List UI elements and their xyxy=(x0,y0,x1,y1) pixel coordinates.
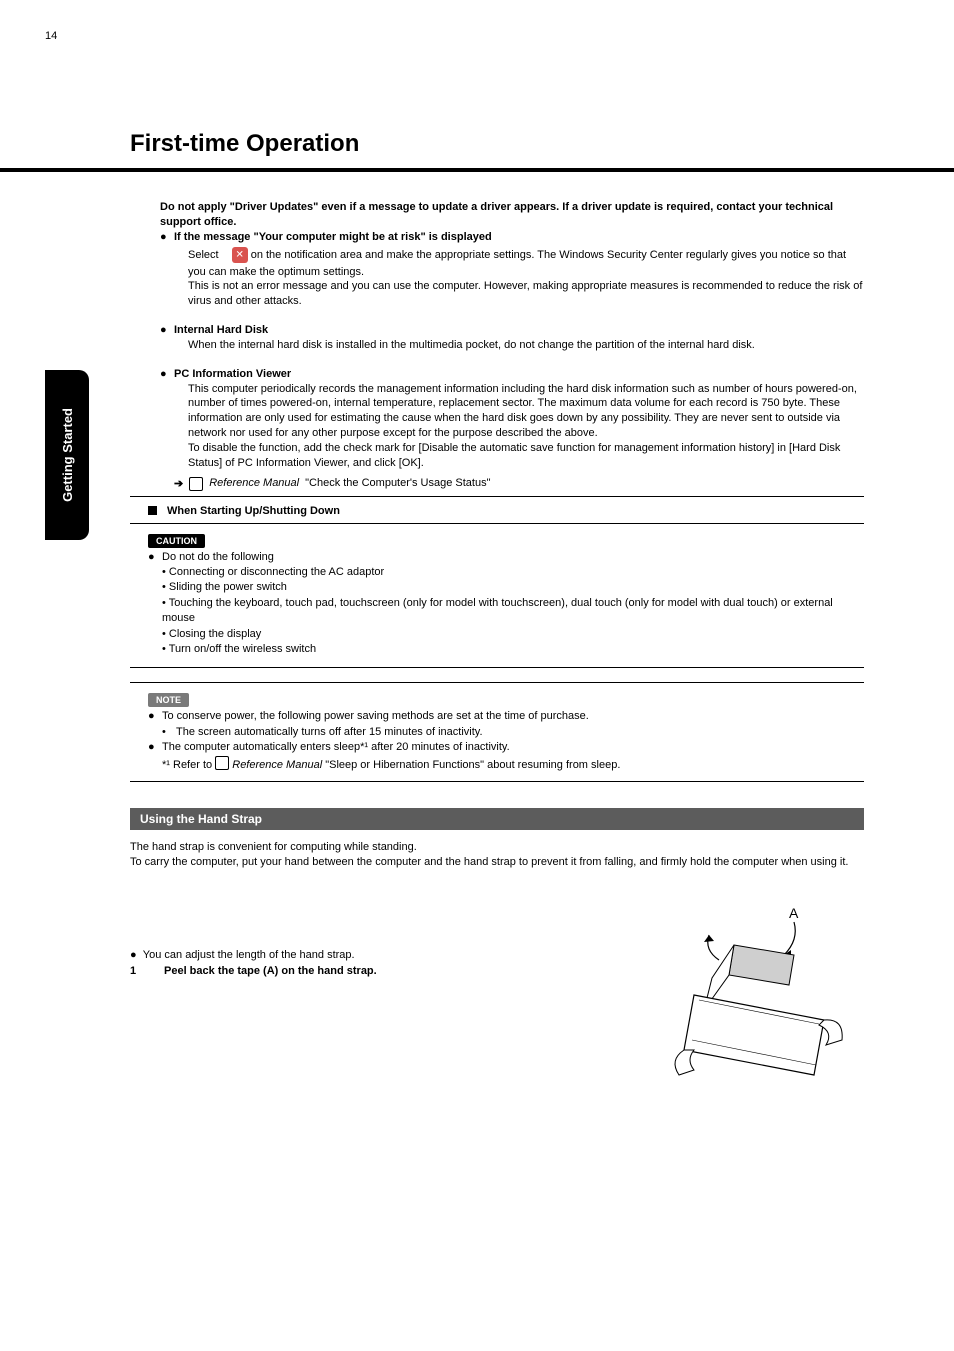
figure-strap-main xyxy=(684,995,824,1075)
hdd-head-row: ● Internal Hard Disk xyxy=(160,323,864,338)
reference-line: ➔ Reference Manual "Check the Computer's… xyxy=(174,477,864,490)
divider xyxy=(130,781,864,782)
adjust-lead-text: You can adjust the length of the hand st… xyxy=(143,949,355,961)
pcinfo-head-row: ● PC Information Viewer xyxy=(160,367,864,382)
figure-fold-arrowhead xyxy=(704,935,714,942)
hdd-head: Internal Hard Disk xyxy=(174,323,864,338)
driver-update-warning: Do not apply "Driver Updates" even if a … xyxy=(160,200,864,230)
bullet-icon: ● xyxy=(148,740,162,755)
divider xyxy=(130,523,864,524)
book-icon xyxy=(189,477,203,489)
reference-manual-label: Reference Manual xyxy=(209,477,299,489)
pcinfo-head: PC Information Viewer xyxy=(174,367,864,382)
caution-item: • Connecting or disconnecting the AC ada… xyxy=(162,565,864,580)
note-item-text: The computer automatically enters sleep*… xyxy=(162,740,510,755)
figure-tape xyxy=(729,945,794,985)
caution-badge: CAUTION xyxy=(148,534,205,548)
section-bar-hand-strap: Using the Hand Strap xyxy=(130,808,864,830)
reference-section: "Check the Computer's Usage Status" xyxy=(305,477,490,489)
caution-item-text: Touching the keyboard, touch pad, touchs… xyxy=(162,597,833,624)
note-item: ● The computer automatically enters slee… xyxy=(148,740,864,755)
caution-item-text: Sliding the power switch xyxy=(169,581,287,593)
step-text: Peel back the tape (A) on the hand strap… xyxy=(164,965,377,977)
pcinfo-body: This computer periodically records the m… xyxy=(188,382,864,441)
bullet-icon: ● xyxy=(160,230,174,245)
bullet-icon: ● xyxy=(148,709,162,724)
title-rule xyxy=(0,168,954,172)
caution-item-text: Connecting or disconnecting the AC adapt… xyxy=(169,566,384,578)
note-footnote: *¹ Refer to Reference Manual "Sleep or H… xyxy=(162,756,864,773)
hdd-body: When the internal hard disk is installed… xyxy=(188,338,864,353)
risk-body-line1a: Select xyxy=(188,248,219,260)
note-subitem-text: The screen automatically turns off after… xyxy=(176,725,483,740)
square-bullet-icon xyxy=(148,506,157,515)
caution-item: • Closing the display xyxy=(162,627,864,642)
caution-item: • Touching the keyboard, touch pad, touc… xyxy=(162,596,864,627)
divider xyxy=(130,496,864,497)
hand-strap-body: The hand strap is convenient for computi… xyxy=(130,840,864,871)
divider xyxy=(130,682,864,683)
risk-message-head: If the message "Your computer might be a… xyxy=(174,230,864,245)
caution-item: • Turn on/off the wireless switch xyxy=(162,642,864,657)
divider xyxy=(130,667,864,668)
risk-body-line2: This is not an error message and you can… xyxy=(188,279,864,309)
risk-message-body: Select on the notification area and make… xyxy=(188,245,864,310)
figure-arrow xyxy=(784,922,795,955)
note-badge: NOTE xyxy=(148,693,189,707)
arrow-icon: ➔ xyxy=(174,477,183,490)
book-icon xyxy=(215,756,229,768)
bullet-icon: ● xyxy=(148,550,162,565)
caution-item: • Sliding the power switch xyxy=(162,580,864,595)
pcinfo-disable: To disable the function, add the check m… xyxy=(188,441,864,471)
chapter-title: First-time Operation xyxy=(130,130,864,158)
note-footnote-text: *¹ Refer to Reference Manual "Sleep or H… xyxy=(162,756,620,773)
caution-item-text: Turn on/off the wireless switch xyxy=(169,643,316,655)
note-item-text: To conserve power, the following power s… xyxy=(162,709,589,724)
risk-message-head-row: ● If the message "Your computer might be… xyxy=(160,230,864,245)
shield-x-icon xyxy=(232,247,248,263)
note-subitem: • The screen automatically turns off aft… xyxy=(162,725,864,740)
bullet-icon: ● xyxy=(160,323,174,338)
caution-list: ● Do not do the following • Connecting o… xyxy=(148,550,864,658)
note-list: ● To conserve power, the following power… xyxy=(148,709,864,773)
bullet-icon: ● xyxy=(160,367,174,382)
note-item: ● To conserve power, the following power… xyxy=(148,709,864,724)
bullet-icon: • xyxy=(162,725,176,740)
caution-main-text: Do not do the following xyxy=(162,550,274,565)
caution-item-text: Closing the display xyxy=(169,628,261,640)
side-tab-label: Getting Started xyxy=(60,408,75,502)
bullet-icon: ● xyxy=(130,949,137,961)
figure-loop-right xyxy=(819,1020,842,1045)
side-tab-getting-started: Getting Started xyxy=(45,370,89,540)
caution-main-row: ● Do not do the following xyxy=(148,550,864,565)
figure-label-a: A xyxy=(789,905,799,921)
hand-strap-figure: A xyxy=(664,900,874,1110)
figure-loop-left xyxy=(675,1050,694,1075)
page-container: First-time Operation Getting Started Do … xyxy=(0,0,954,1037)
step-number: 1 xyxy=(130,965,164,977)
risk-body-line1b: on the notification area and make the ap… xyxy=(188,248,846,277)
reference-manual-label-inline: Reference Manual xyxy=(232,759,322,771)
startup-heading-text: When Starting Up/Shutting Down xyxy=(167,505,340,517)
startup-heading: When Starting Up/Shutting Down xyxy=(148,505,864,517)
